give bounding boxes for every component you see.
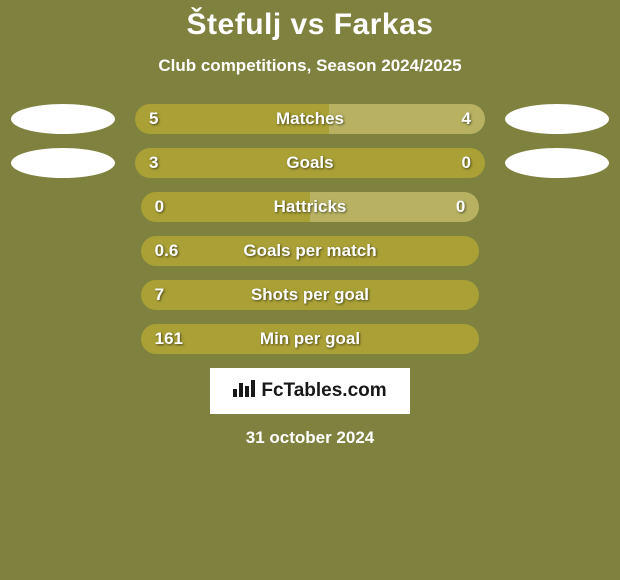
player-avatar-left (11, 104, 115, 134)
stats-list: 5Matches43Goals00Hattricks00.6Goals per … (0, 104, 620, 354)
avatar-spacer (499, 192, 600, 222)
stat-bar: 7Shots per goal (141, 280, 480, 310)
stat-label: Shots per goal (141, 280, 480, 310)
avatar-spacer (20, 236, 121, 266)
source-logo-label: FcTables.com (261, 380, 386, 402)
avatar-spacer (499, 236, 600, 266)
avatar-spacer (499, 280, 600, 310)
stat-value-right: 4 (462, 104, 471, 134)
page-title: Štefulj vs Farkas (0, 8, 620, 42)
stat-label: Goals per match (141, 236, 480, 266)
avatar-spacer (20, 192, 121, 222)
player-avatar-right (505, 104, 609, 134)
stat-bar: 3Goals0 (135, 148, 485, 178)
avatar-spacer (499, 324, 600, 354)
stat-label: Goals (135, 148, 485, 178)
avatar-spacer (20, 280, 121, 310)
stat-bar: 0Hattricks0 (141, 192, 480, 222)
stat-bar: 0.6Goals per match (141, 236, 480, 266)
stat-value-right: 0 (456, 192, 465, 222)
source-logo[interactable]: FcTables.com (210, 368, 410, 414)
stat-row: 161Min per goal (0, 324, 620, 354)
stat-bar: 161Min per goal (141, 324, 480, 354)
stat-bar: 5Matches4 (135, 104, 485, 134)
avatar-spacer (20, 324, 121, 354)
stat-label: Min per goal (141, 324, 480, 354)
stat-value-right: 0 (462, 148, 471, 178)
stat-row: 0.6Goals per match (0, 236, 620, 266)
stat-row: 0Hattricks0 (0, 192, 620, 222)
stat-label: Matches (135, 104, 485, 134)
date-label: 31 october 2024 (0, 428, 620, 448)
source-logo-text: FcTables.com (233, 379, 386, 403)
player-avatar-left (11, 148, 115, 178)
bar-chart-icon (233, 379, 255, 403)
stat-row: 5Matches4 (0, 104, 620, 134)
subtitle: Club competitions, Season 2024/2025 (0, 56, 620, 76)
stat-label: Hattricks (141, 192, 480, 222)
stat-row: 3Goals0 (0, 148, 620, 178)
comparison-card: Štefulj vs Farkas Club competitions, Sea… (0, 0, 620, 580)
stat-row: 7Shots per goal (0, 280, 620, 310)
player-avatar-right (505, 148, 609, 178)
